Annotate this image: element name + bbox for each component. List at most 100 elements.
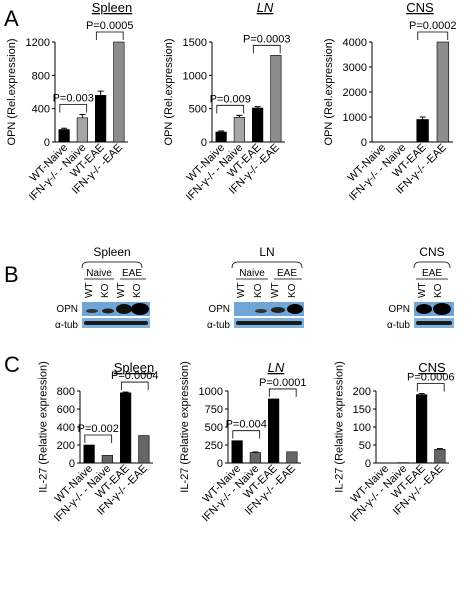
y-tick-label: 150 (353, 404, 371, 416)
blot-band (102, 308, 114, 314)
y-tick-label: 0 (361, 137, 367, 149)
chart-title: CNS (418, 360, 446, 375)
panel-letter-b: B (4, 262, 19, 287)
bar (233, 117, 245, 143)
p-value-label: P=0.0001 (259, 377, 306, 389)
y-tick-label: 600 (57, 404, 75, 416)
bar (120, 392, 132, 464)
blot-band (416, 304, 432, 314)
blot-band (86, 309, 98, 313)
lane-label: KO (433, 283, 444, 298)
lane-label: WT (236, 282, 247, 298)
blot-band (116, 304, 132, 314)
chart-title: LN (268, 360, 285, 375)
blot-bracket (231, 261, 303, 269)
p-value-label: P=0.009 (210, 93, 251, 105)
p-value-label: P=0.003 (53, 93, 94, 105)
chart-title: Spleen (92, 0, 132, 15)
y-tick-label: 0 (365, 458, 371, 470)
y-axis-label: IL-27 (Relative expression) (179, 361, 191, 492)
bar (101, 455, 113, 464)
row-label: OPN (208, 304, 230, 315)
significance-bracket (95, 31, 124, 40)
lane-label: KO (100, 283, 111, 298)
blot-group-label: EAE (422, 268, 442, 279)
y-tick-label: 500 (205, 422, 223, 434)
significance-bracket (417, 31, 449, 40)
y-tick-label: 750 (205, 404, 223, 416)
bar (436, 41, 450, 143)
blot-group-label: EAE (122, 268, 142, 279)
significance-bracket (120, 381, 149, 391)
y-tick-label: 800 (57, 386, 75, 398)
chart-title: LN (257, 0, 274, 15)
bar (270, 55, 282, 143)
y-tick-label: 400 (57, 422, 75, 434)
panel-letter-c: C (4, 352, 20, 377)
blot-band (131, 303, 149, 315)
y-tick-label: 1000 (183, 70, 207, 82)
significance-bracket (84, 434, 113, 443)
bar (83, 444, 95, 464)
blot-title: LN (259, 245, 274, 259)
y-tick-label: 800 (32, 70, 50, 82)
y-tick-label: 3000 (343, 62, 367, 74)
significance-bracket (216, 104, 245, 114)
y-tick-label: 400 (32, 104, 50, 116)
significance-bracket (232, 430, 261, 439)
y-tick-label: 1000 (199, 386, 223, 398)
p-value-label: P=0.004 (226, 419, 267, 431)
y-axis-label: IL-27 (Relative expression) (334, 361, 346, 492)
blot-band (271, 307, 285, 313)
blot-band (416, 321, 452, 325)
y-tick-label: 200 (57, 440, 75, 452)
p-value-label: P=0.0004 (111, 370, 158, 382)
chart-title: CNS (406, 0, 434, 15)
y-tick-label: 0 (217, 458, 223, 470)
blot-band (433, 303, 451, 315)
y-tick-label: 0 (44, 137, 50, 149)
bar (252, 107, 264, 143)
lane-label: KO (132, 283, 143, 298)
y-tick-label: 100 (353, 422, 371, 434)
y-tick-label: 50 (359, 440, 371, 452)
blot-band (236, 321, 302, 325)
p-value-label: P=0.0006 (407, 372, 454, 384)
lane-label: KO (287, 283, 298, 298)
bar (268, 398, 280, 464)
significance-bracket (268, 388, 297, 397)
blot-title: Spleen (93, 245, 130, 259)
lane-label: WT (270, 282, 281, 298)
lane-label: WT (116, 282, 127, 298)
p-value-label: P=0.0005 (86, 20, 133, 32)
y-axis-label: IL-27 (Relative expression) (38, 361, 50, 492)
western-blots: Spleen Naive EAE WT KO WT KO OPN α-tub L… (55, 245, 454, 331)
blot-band (287, 304, 303, 314)
bar (113, 41, 125, 143)
blot-group-label: EAE (277, 268, 297, 279)
y-tick-label: 4000 (343, 37, 367, 49)
y-tick-label: 250 (205, 440, 223, 452)
blot-title: CNS (419, 245, 444, 259)
p-value-label: P=0.0003 (243, 33, 290, 45)
y-tick-label: 500 (189, 104, 207, 116)
blot-group-label: Naive (86, 268, 112, 279)
y-tick-label: 1500 (183, 37, 207, 49)
bar (416, 394, 428, 464)
lane-label: WT (84, 282, 95, 298)
y-axis-label: OPN (Rel.expression) (163, 39, 175, 146)
y-axis-label: OPN (Rel.expression) (323, 39, 335, 146)
y-tick-label: 1000 (343, 112, 367, 124)
bar (286, 451, 298, 464)
chart-title: Spleen (114, 360, 154, 375)
row-label: OPN (56, 304, 78, 315)
row-label: α-tub (207, 320, 230, 331)
y-tick-label: 1200 (26, 37, 50, 49)
row-label: OPN (388, 304, 410, 315)
y-axis-label: OPN (Rel.expression) (6, 39, 18, 146)
y-tick-label: 200 (353, 386, 371, 398)
bar (138, 435, 150, 464)
row-label: α-tub (55, 320, 78, 331)
